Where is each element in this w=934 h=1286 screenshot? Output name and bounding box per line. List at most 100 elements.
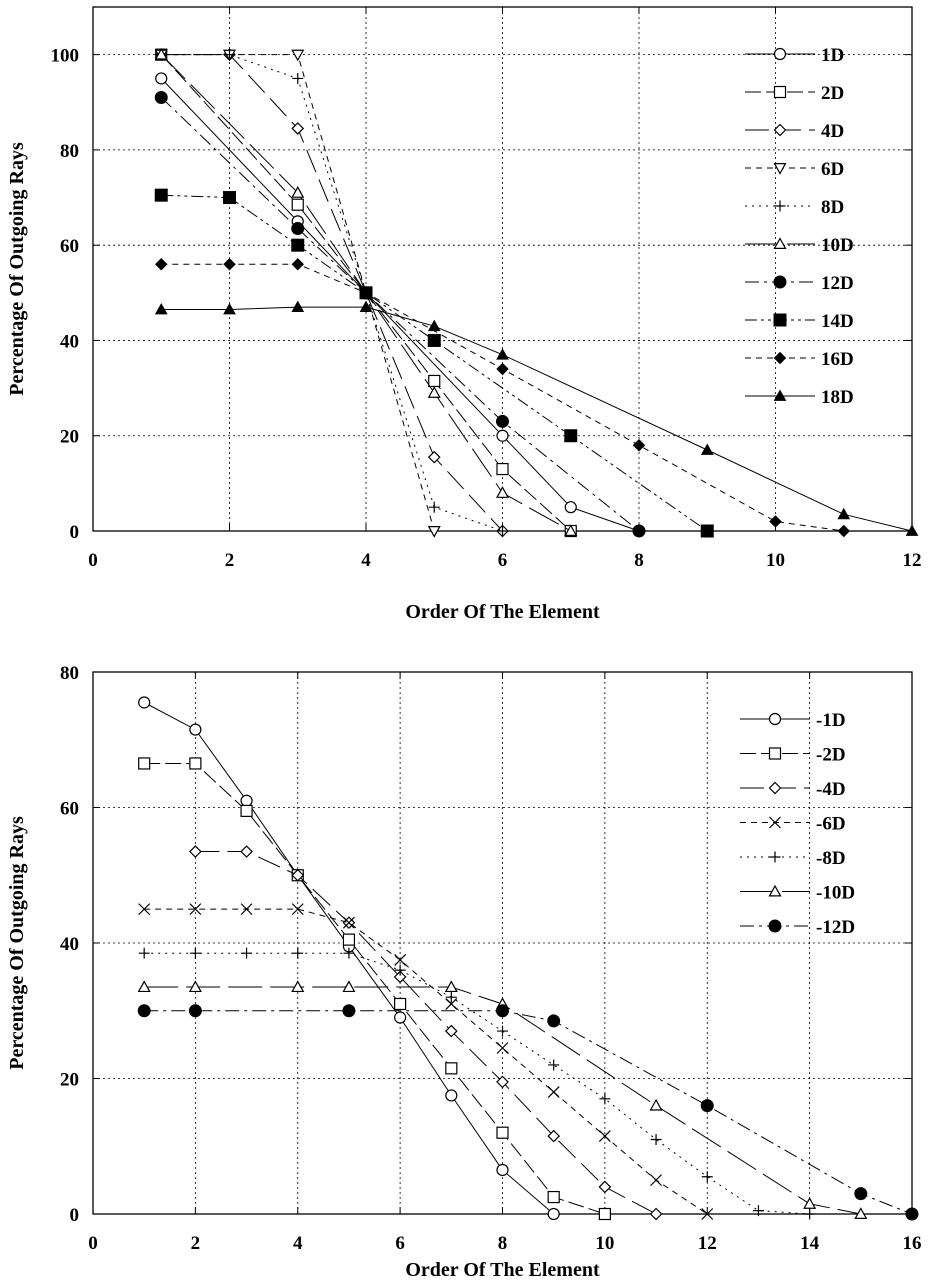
y-axis-label: Percentage Of Outgoing Rays [6, 142, 28, 396]
data-point [701, 1208, 714, 1220]
legend-label: 6D [821, 159, 844, 180]
y-tick-label: 0 [70, 522, 80, 543]
data-point [445, 998, 458, 1010]
legend-entry: 2D [745, 83, 844, 104]
data-point [154, 47, 168, 60]
legend-entry: 14D [745, 311, 854, 332]
data-point [240, 794, 253, 807]
x-tick-label: 2 [191, 1233, 201, 1254]
data-point [154, 302, 168, 315]
y-tick-label: 0 [70, 1205, 80, 1226]
data-point [224, 49, 235, 61]
data-point [394, 1011, 407, 1024]
x-tick-label: 0 [88, 1233, 98, 1254]
legend-marker [773, 85, 787, 99]
data-point [342, 980, 356, 993]
data-point [632, 439, 646, 452]
legend-label: -8D [816, 848, 846, 869]
legend-label: -6D [816, 814, 846, 835]
data-point [445, 1062, 458, 1075]
series-line [144, 986, 861, 1215]
legend-marker [768, 747, 782, 760]
legend-entry: -8D [740, 848, 846, 869]
data-point [393, 970, 407, 984]
x-tick-label: 10 [595, 1233, 614, 1254]
data-point [854, 1207, 868, 1220]
data-point [343, 916, 355, 929]
data-point [427, 525, 441, 538]
data-point [223, 302, 236, 315]
data-point [599, 1093, 611, 1105]
series--10D [137, 980, 868, 1220]
data-point [496, 1075, 509, 1089]
series-line [144, 952, 810, 1215]
data-point [496, 348, 509, 360]
data-point [155, 72, 168, 85]
legend-marker [773, 313, 787, 327]
data-point [496, 462, 509, 476]
ticks: 0 2 4 6 8 10 12 14 16 0 20 40 60 80 [60, 663, 922, 1254]
data-point [495, 486, 510, 498]
legend-label: 16D [821, 349, 854, 370]
data-point [649, 1098, 663, 1111]
data-point [837, 507, 851, 520]
series-line [160, 54, 572, 532]
data-point [547, 1207, 560, 1221]
legend-marker [774, 200, 786, 212]
legend-marker [768, 884, 782, 897]
series--12D [137, 1004, 919, 1221]
data-point [700, 1099, 714, 1113]
legend-entry: -10D [740, 883, 855, 904]
y-tick-label: 20 [60, 1070, 79, 1091]
legend-label: -2D [816, 745, 846, 766]
legend-entry: 6D [745, 159, 844, 180]
data-point [155, 258, 168, 271]
ticks: 0 2 4 6 8 10 12 0 20 40 60 80 100 [51, 7, 922, 571]
legend-marker [773, 163, 787, 175]
legend-marker [769, 816, 781, 829]
legend-marker [773, 275, 787, 289]
legend-label: 18D [821, 387, 854, 408]
legend-marker [768, 781, 782, 795]
legend-label: 4D [821, 121, 844, 142]
x-tick-label: 6 [498, 550, 508, 571]
data-point [292, 947, 304, 959]
data-point [137, 1004, 151, 1018]
data-point [496, 414, 509, 428]
x-tick-label: 12 [903, 550, 922, 571]
data-point [700, 524, 714, 538]
legend-label: 1D [821, 45, 844, 66]
data-point [598, 1180, 612, 1194]
y-tick-label: 100 [51, 46, 80, 67]
series-line [160, 54, 572, 532]
data-point [291, 258, 304, 271]
data-point [547, 1086, 560, 1098]
data-point [394, 997, 407, 1011]
data-point [598, 1130, 611, 1143]
legend-entry: -6D [740, 814, 846, 835]
data-point [564, 429, 578, 443]
data-point [223, 258, 236, 271]
data-point [394, 954, 407, 966]
legend-entry: -2D [740, 745, 846, 766]
data-point [444, 980, 458, 993]
legend-entry: -12D [740, 917, 855, 938]
data-point [650, 1174, 662, 1187]
y-tick-label: 80 [60, 663, 79, 684]
legend-label: 10D [821, 235, 854, 256]
data-point [752, 1205, 764, 1217]
data-point [188, 1004, 202, 1018]
data-point [291, 238, 305, 252]
legend-entry: -1D [740, 710, 846, 731]
legend-marker [773, 389, 787, 401]
x-tick-label: 4 [361, 550, 371, 571]
data-point [291, 49, 305, 62]
x-tick-label: 14 [800, 1233, 820, 1254]
data-point [189, 845, 202, 858]
data-point [342, 1004, 356, 1018]
legend-entry: 18D [745, 387, 854, 408]
series--2D [138, 757, 611, 1221]
data-point [137, 980, 151, 993]
legend-label: 12D [821, 273, 854, 294]
data-point [769, 515, 782, 528]
